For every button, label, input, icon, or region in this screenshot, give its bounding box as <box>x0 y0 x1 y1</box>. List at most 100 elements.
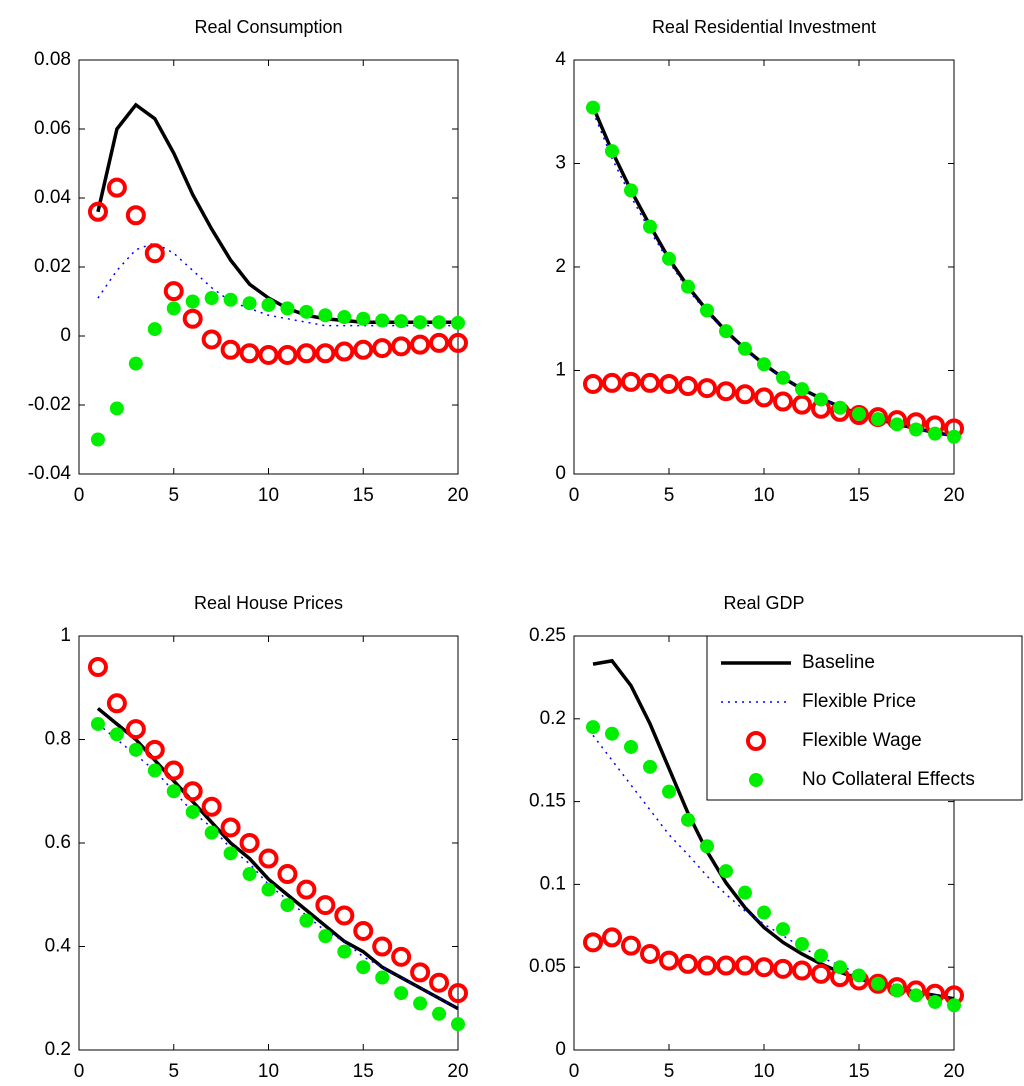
marker <box>757 905 771 920</box>
marker <box>659 950 679 971</box>
marker <box>602 372 622 393</box>
marker <box>106 177 127 198</box>
x-tick-label: 5 <box>664 485 675 506</box>
marker <box>87 657 108 678</box>
marker <box>602 927 622 948</box>
x-tick-label: 5 <box>168 485 179 506</box>
y-tick-label: -0.04 <box>28 463 72 484</box>
marker <box>394 314 409 329</box>
marker <box>700 839 714 854</box>
marker <box>735 384 755 405</box>
marker <box>163 760 184 781</box>
y-tick-label: 3 <box>555 153 566 174</box>
marker <box>239 343 260 364</box>
legend-label: Baseline <box>802 652 875 673</box>
marker <box>391 946 412 967</box>
marker <box>299 304 314 319</box>
marker <box>410 334 431 355</box>
legend-swatch <box>746 731 766 751</box>
marker <box>166 301 181 316</box>
y-tick-label: 0 <box>555 463 566 484</box>
marker <box>242 296 257 311</box>
y-tick-label: 0.25 <box>529 625 566 646</box>
marker <box>106 693 127 714</box>
marker <box>163 281 184 302</box>
x-tick-label: 15 <box>848 485 869 506</box>
x-tick-label: 0 <box>74 1061 85 1082</box>
subplot: Real Residential Investment 0 5 10 15 20 0 1 2 3 4 <box>555 17 964 506</box>
y-tick-label: 1 <box>60 625 71 646</box>
y-tick-label: 0.08 <box>34 49 71 70</box>
marker <box>261 297 276 312</box>
marker <box>166 784 181 799</box>
marker <box>719 324 733 339</box>
marker <box>773 958 793 979</box>
chart-title: Real Residential Investment <box>652 17 876 37</box>
x-tick-label: 10 <box>753 1061 774 1082</box>
y-tick-label: 0.04 <box>34 187 71 208</box>
marker <box>928 426 942 441</box>
chart-title: Real House Prices <box>194 593 343 613</box>
y-tick-label: 0.06 <box>34 118 71 139</box>
marker <box>871 976 885 991</box>
marker <box>372 936 393 957</box>
marker <box>337 944 352 959</box>
marker <box>947 429 961 444</box>
marker <box>201 329 222 350</box>
y-tick-label: 0 <box>60 325 71 346</box>
marker <box>640 943 660 964</box>
marker <box>144 243 165 264</box>
y-tick-label: 2 <box>555 256 566 277</box>
marker <box>697 955 717 976</box>
marker <box>125 719 146 740</box>
marker <box>277 344 298 365</box>
marker <box>868 973 888 994</box>
marker <box>605 144 619 159</box>
marker <box>201 796 222 817</box>
marker <box>280 301 295 316</box>
marker <box>258 344 279 365</box>
marker <box>719 864 733 879</box>
marker <box>852 406 866 421</box>
marker <box>318 929 333 944</box>
y-tick-label: 0.2 <box>45 1039 71 1060</box>
x-tick-label: 15 <box>353 485 374 506</box>
x-tick-label: 0 <box>74 485 85 506</box>
marker <box>833 400 847 415</box>
marker <box>182 308 203 329</box>
plot-area <box>78 59 459 475</box>
marker <box>144 739 165 760</box>
marker <box>814 392 828 407</box>
x-tick-label: 5 <box>168 1061 179 1082</box>
marker <box>147 763 162 778</box>
marker <box>662 251 676 266</box>
subplot: Real House Prices 0 5 10 15 20 0.2 0.4 0.6 0.8 1 <box>45 593 469 1082</box>
marker <box>811 963 831 984</box>
y-tick-label: 0.1 <box>540 873 566 894</box>
x-tick-label: 5 <box>664 1061 675 1082</box>
marker <box>315 895 336 916</box>
marker <box>890 417 904 432</box>
marker <box>738 341 752 356</box>
marker <box>451 315 465 330</box>
marker <box>299 913 314 928</box>
marker <box>220 817 241 838</box>
y-tick-label: 0.2 <box>540 708 566 729</box>
y-tick-label: 0.05 <box>529 956 566 977</box>
marker <box>792 394 812 415</box>
marker <box>643 219 657 234</box>
legend-label: Flexible Price <box>802 691 916 712</box>
marker <box>353 920 374 941</box>
legend: Baseline Flexible Price Flexible Wage No Co… <box>706 635 1023 801</box>
y-tick-label: 0.4 <box>45 936 72 957</box>
marker <box>640 372 660 393</box>
marker <box>681 812 695 827</box>
marker <box>391 336 412 357</box>
x-tick-label: 0 <box>569 485 580 506</box>
marker <box>87 201 108 222</box>
marker <box>448 332 468 353</box>
marker <box>621 371 641 392</box>
marker <box>583 932 603 953</box>
marker <box>204 825 219 840</box>
